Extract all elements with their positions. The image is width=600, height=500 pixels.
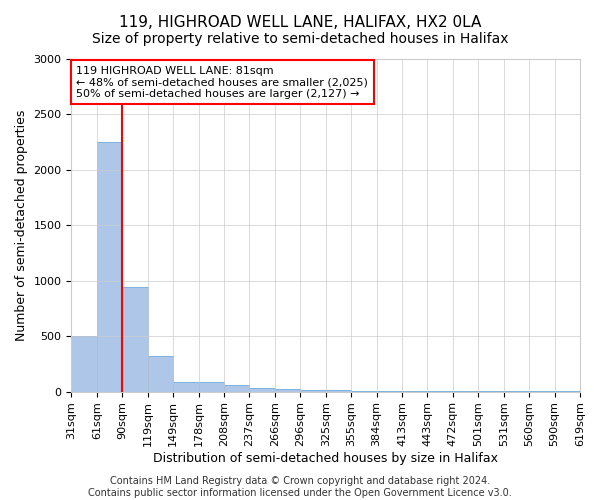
Bar	[300, 390, 326, 392]
Bar	[122, 288, 148, 392]
Bar	[326, 390, 351, 392]
Bar	[275, 389, 300, 392]
Bar	[224, 386, 250, 392]
Text: Size of property relative to semi-detached houses in Halifax: Size of property relative to semi-detach…	[92, 32, 508, 46]
Y-axis label: Number of semi-detached properties: Number of semi-detached properties	[15, 110, 28, 341]
Text: Contains HM Land Registry data © Crown copyright and database right 2024.
Contai: Contains HM Land Registry data © Crown c…	[88, 476, 512, 498]
Bar	[173, 382, 199, 392]
Bar	[377, 391, 402, 392]
Bar	[250, 388, 275, 392]
X-axis label: Distribution of semi-detached houses by size in Halifax: Distribution of semi-detached houses by …	[153, 452, 498, 465]
Bar	[199, 382, 224, 392]
Bar	[148, 356, 173, 392]
Bar	[97, 142, 122, 392]
Bar	[71, 336, 97, 392]
Bar	[351, 390, 377, 392]
Text: 119 HIGHROAD WELL LANE: 81sqm
← 48% of semi-detached houses are smaller (2,025)
: 119 HIGHROAD WELL LANE: 81sqm ← 48% of s…	[76, 66, 368, 99]
Text: 119, HIGHROAD WELL LANE, HALIFAX, HX2 0LA: 119, HIGHROAD WELL LANE, HALIFAX, HX2 0L…	[119, 15, 481, 30]
